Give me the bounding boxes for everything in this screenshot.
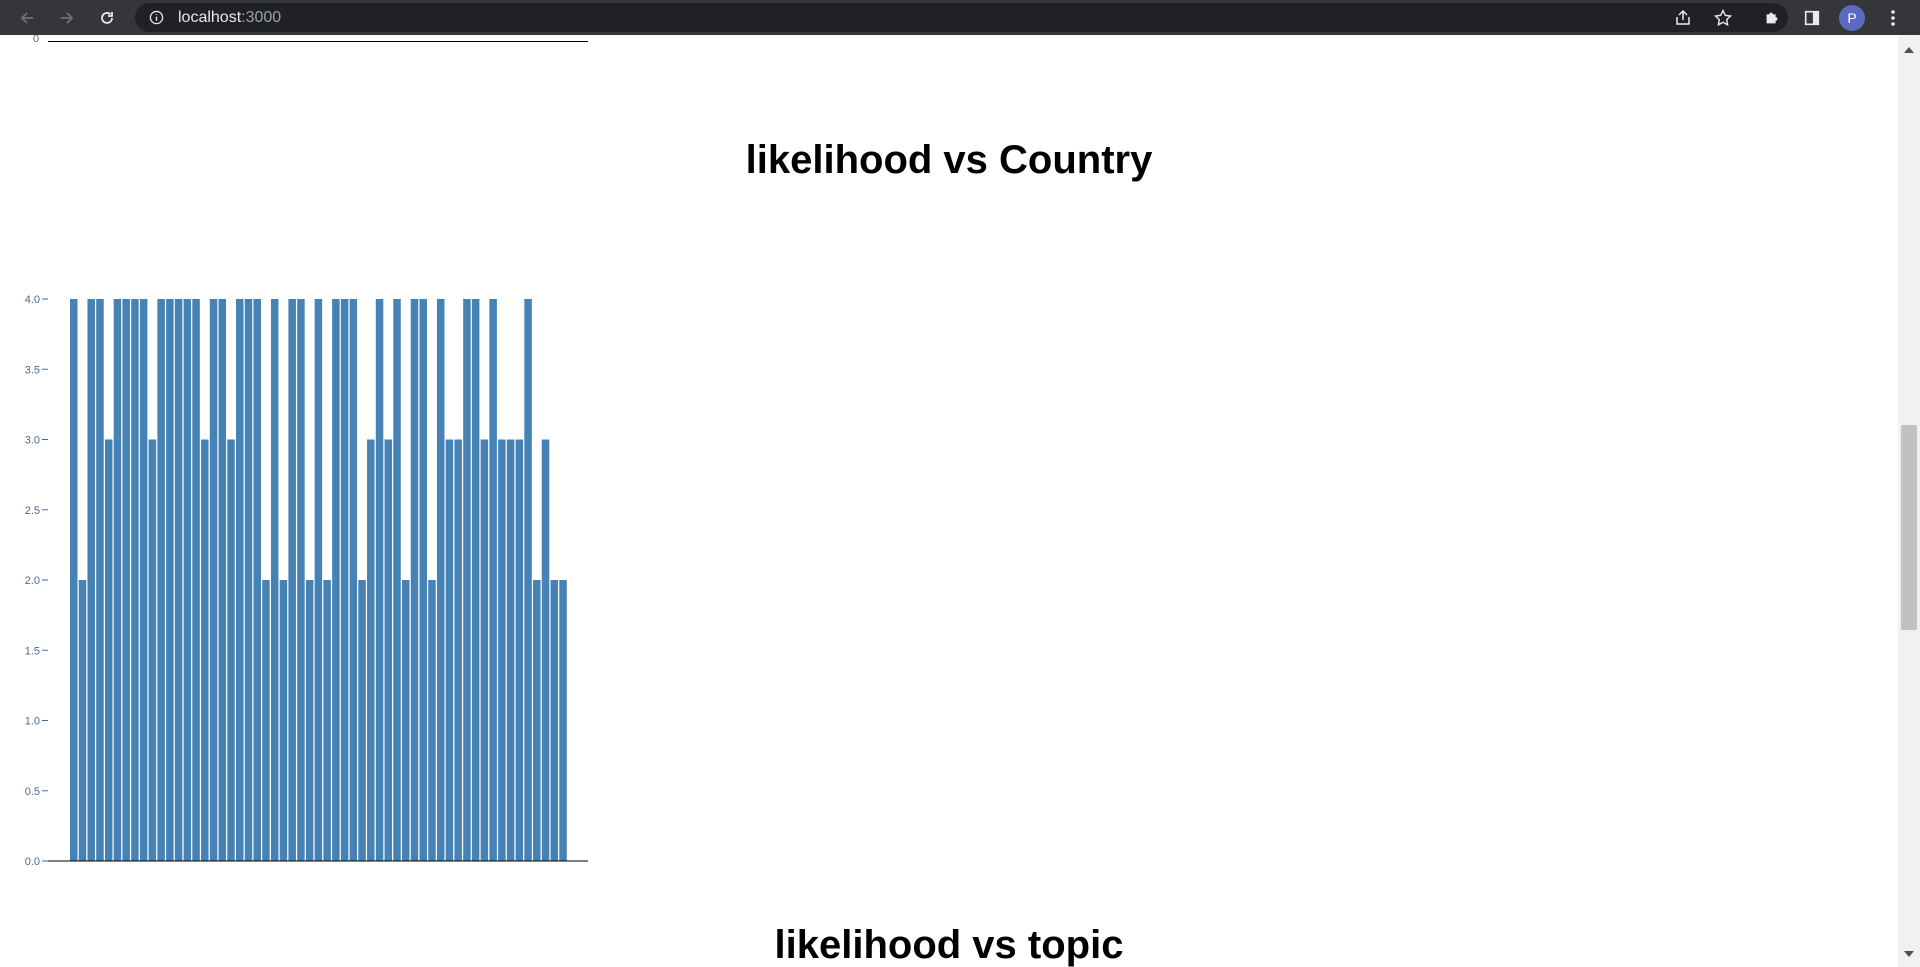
kebab-menu-icon [1891,10,1895,26]
menu-button[interactable] [1880,5,1906,31]
bar [480,439,489,861]
bar [375,299,384,861]
back-button[interactable] [14,5,40,31]
bar [550,580,559,861]
share-icon[interactable] [1673,8,1693,28]
bar [314,299,323,861]
vertical-scrollbar[interactable] [1898,35,1920,967]
info-icon[interactable] [149,10,164,25]
y-tick-label: 0.5 [25,786,40,798]
bar [209,299,218,861]
puzzle-icon [1766,12,1778,24]
bar [253,299,261,861]
bar [236,299,244,861]
bar [297,299,305,861]
scroll-thumb[interactable] [1901,425,1917,630]
bar [367,439,375,861]
y-tick-label: 3.0 [25,435,40,447]
url-text[interactable]: localhost:3000 [178,9,281,27]
bar [192,299,200,861]
bar [305,580,314,861]
likelihood-country-bar-chart: 0.0 0.5 1.0 1.5 2.0 2.5 3.0 3.5 4.0 [25,294,588,868]
bar [279,580,288,861]
prev-chart-axis [48,41,588,42]
y-tick-label: 1.5 [25,645,40,657]
reload-button[interactable] [94,5,120,31]
bar [524,299,532,861]
address-bar[interactable]: localhost:3000 [135,3,1788,32]
bar [183,299,192,861]
bar [244,299,253,861]
bar [201,439,209,861]
bar [262,580,270,861]
bar [288,299,296,861]
bar [445,439,454,861]
bar [410,299,419,861]
bar [349,299,358,861]
bookmark-star-icon[interactable] [1713,8,1733,28]
y-tick-label: 1.0 [25,716,40,728]
bar [323,580,331,861]
reload-icon [101,12,113,24]
scroll-up-arrow-icon[interactable] [1904,47,1914,53]
bar [87,299,95,861]
arrow-left-icon [20,12,33,24]
url-port: :3000 [241,9,282,26]
bar [559,580,567,861]
scroll-down-arrow-icon[interactable] [1904,951,1914,957]
forward-button[interactable] [54,5,80,31]
bar [384,439,393,861]
bar [541,439,550,861]
bar [515,439,524,861]
bar [131,299,139,861]
bar [139,299,148,861]
bar [270,299,279,861]
bar [113,299,122,861]
url-host: localhost [178,9,242,26]
bar [70,299,78,861]
bar [340,299,349,861]
bar [393,299,401,861]
bar [166,299,174,861]
side-panel-icon [1804,10,1820,26]
bar [332,299,340,861]
bar [358,580,366,861]
bar [157,299,165,861]
bar [506,439,515,861]
browser-toolbar: localhost:3000 P [0,0,1920,35]
y-tick-label: 4.0 [25,294,40,306]
profile-avatar[interactable]: P [1839,5,1865,31]
bar [122,299,130,861]
bar [463,299,471,861]
bar [148,439,157,861]
bar [428,580,436,861]
bar [402,580,410,861]
y-tick-label: 3.5 [25,364,40,376]
bar [489,299,497,861]
bar [498,439,506,861]
bar [419,299,427,861]
extensions-button[interactable] [1759,5,1785,31]
page-content: 0 likelihood vs Country 0.0 0.5 1.0 1.5 2.0 2… [0,35,1898,967]
y-tick-label: 2.5 [25,505,40,517]
y-tick-label: 2.0 [25,575,40,587]
arrow-right-icon [61,12,74,24]
bar [96,299,104,861]
bar [227,439,235,861]
prev-chart-tick-label: 0 [33,35,40,45]
y-tick-label: 0.0 [25,856,40,868]
bar [218,299,227,861]
bar [471,299,480,861]
bar [78,580,87,861]
bar [533,580,541,861]
bar [104,439,113,861]
side-panel-button[interactable] [1799,5,1825,31]
bar [436,299,445,861]
bar [454,439,462,861]
chart-title: likelihood vs Country [745,138,1153,182]
next-chart-title: likelihood vs topic [774,923,1124,967]
bar [174,299,183,861]
